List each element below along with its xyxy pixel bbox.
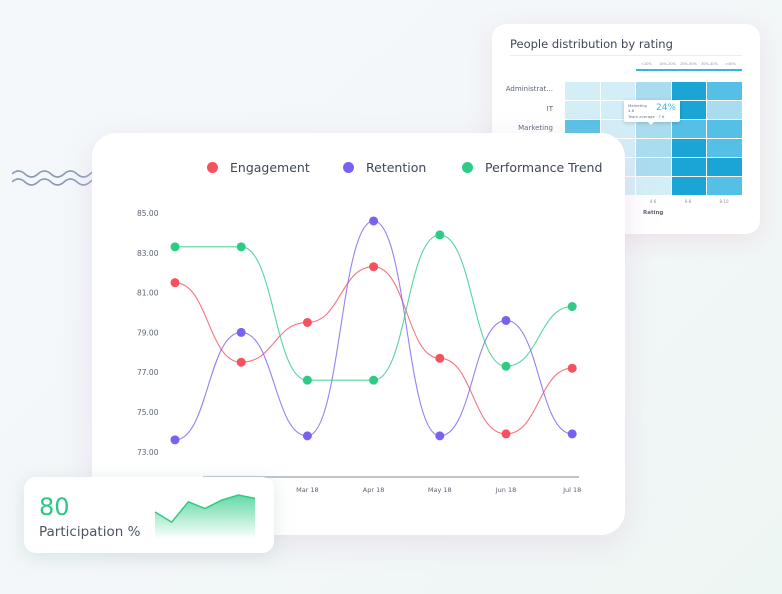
engagement-dot-icon: [207, 162, 218, 173]
data-point: [501, 361, 511, 371]
heatmap-tooltip: Marketing 4-6 Team average · 7.6 24%: [624, 100, 680, 125]
data-point: [435, 230, 445, 240]
heatmap-cell[interactable]: [707, 177, 742, 195]
line-chart: 85.00 83.00 81.00 79.00 77.00 75.00 73.00 Mar 1…: [137, 209, 581, 494]
x-axis-label: Rating: [643, 210, 664, 216]
data-point: [567, 302, 577, 312]
heatmap-cell[interactable]: [671, 120, 706, 138]
heatmap-cell[interactable]: [671, 139, 706, 157]
data-point: [170, 242, 180, 252]
data-point: [170, 435, 180, 445]
heatmap-cell[interactable]: [636, 120, 671, 138]
legend-retention[interactable]: Retention: [343, 160, 426, 175]
tooltip-dept: Marketing: [628, 103, 647, 108]
y-tick-label: 83.00: [137, 249, 159, 258]
retention-dot-icon: [343, 162, 354, 173]
heatmap-cell[interactable]: [707, 120, 742, 138]
data-point: [302, 431, 312, 441]
x-tick: 6-8: [684, 199, 692, 204]
data-point: [170, 278, 180, 288]
row-label: Administrat...: [505, 85, 553, 93]
legend-label: <10%: [641, 62, 652, 66]
data-point: [501, 315, 511, 325]
data-point: [236, 357, 246, 367]
data-point: [236, 242, 246, 252]
heatmap-cell[interactable]: [636, 158, 671, 176]
legend-label: Performance Trend: [485, 160, 603, 175]
tooltip-range: 4-6: [628, 108, 635, 113]
data-point: [302, 375, 312, 385]
heatmap-title: People distribution by rating: [510, 37, 673, 51]
tooltip-average: Team average · 7.6: [628, 114, 665, 119]
legend-label: >40%: [725, 62, 736, 66]
participation-value: 80: [39, 493, 70, 521]
x-tick-label: Jul 18: [562, 486, 581, 494]
data-point: [501, 429, 511, 439]
y-tick-label: 85.00: [137, 209, 159, 218]
heatmap-cell[interactable]: [707, 101, 742, 119]
legend-performance-trend[interactable]: Performance Trend: [462, 160, 602, 175]
y-tick-label: 81.00: [137, 289, 159, 298]
legend-label: Engagement: [230, 160, 310, 175]
row-label: Marketing: [518, 124, 553, 132]
performance-dot-icon: [462, 162, 473, 173]
data-point: [435, 353, 445, 363]
data-point: [435, 431, 445, 441]
heatmap-cell[interactable]: [636, 139, 671, 157]
participation-card: 80 Participation %: [24, 477, 274, 553]
legend-engagement[interactable]: Engagement: [207, 160, 310, 175]
tooltip-value: 24%: [655, 103, 676, 113]
legend-bar: [636, 69, 742, 71]
data-point: [236, 327, 246, 337]
heatmap-cell[interactable]: [565, 82, 600, 100]
x-tick-label: Apr 18: [363, 486, 385, 494]
data-point: [369, 216, 379, 226]
data-point: [369, 262, 379, 272]
heatmap-cell[interactable]: [671, 101, 706, 119]
x-tick-label: Mar 18: [296, 486, 319, 494]
data-point: [302, 317, 312, 327]
heatmap-cell[interactable]: [671, 177, 706, 195]
heatmap-cell[interactable]: [600, 82, 635, 100]
people-distribution-card: People distribution by rating <10% 10%-2…: [492, 24, 760, 234]
heatmap-cell[interactable]: [707, 158, 742, 176]
sparkline-line: [154, 494, 256, 524]
series-line-performance-trend: [175, 234, 573, 381]
y-tick-label: 77.00: [137, 368, 159, 377]
heatmap-cell[interactable]: [671, 82, 706, 100]
x-tick-label: Jun 18: [495, 486, 517, 494]
series-line-engagement: [174, 266, 573, 435]
participation-sparkline: [154, 494, 256, 539]
row-label: IT: [546, 105, 553, 113]
y-tick-label: 79.00: [137, 328, 159, 337]
divider: [510, 55, 742, 56]
heatmap-cell[interactable]: [565, 101, 600, 119]
heatmap-cell[interactable]: [671, 158, 706, 176]
participation-label: Participation %: [39, 524, 141, 540]
heatmap-cell[interactable]: [636, 82, 671, 100]
trend-chart-card: Engagement Retention Performance Trend 8…: [92, 133, 625, 535]
legend-label: 10%-20%: [659, 62, 676, 66]
data-point: [567, 429, 577, 439]
heatmap-cell[interactable]: [707, 139, 742, 157]
heatmap-cell[interactable]: [707, 82, 742, 100]
x-tick: 4-6: [649, 199, 657, 204]
sparkline-area: [155, 495, 255, 539]
series-line-retention: [174, 220, 573, 441]
legend-label: Retention: [366, 160, 427, 175]
heatmap-cell[interactable]: [636, 177, 671, 195]
y-tick-label: 75.00: [137, 408, 159, 417]
y-tick-label: 73.00: [137, 448, 159, 457]
data-point: [369, 375, 379, 385]
legend-label: 20%-30%: [680, 62, 697, 66]
data-point: [567, 363, 577, 373]
x-tick: 8-10: [719, 199, 729, 204]
x-tick-label: May 18: [428, 486, 452, 494]
legend-label: 30%-40%: [701, 62, 718, 66]
